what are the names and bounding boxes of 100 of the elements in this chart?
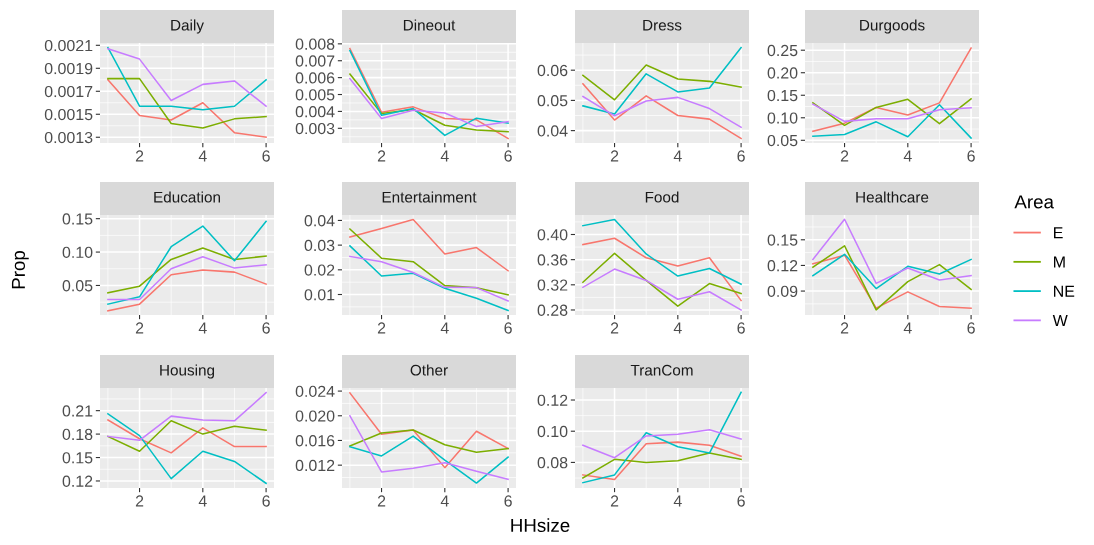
x-tick-label: 6 (262, 322, 270, 334)
x-tick-label: 2 (135, 495, 144, 507)
chart-title: Healthcare (856, 191, 929, 203)
x-tick-label: 6 (504, 322, 512, 334)
x-tick-label: 6 (504, 495, 512, 507)
x-tick-label: 2 (610, 322, 619, 334)
y-tick-label: 0.10 (62, 246, 93, 259)
y-tick-label: 0.0015 (44, 108, 93, 121)
y-tick-label: 0.04 (537, 125, 568, 137)
y-tick-label: 0.0019 (44, 62, 93, 75)
line-series (349, 435, 509, 484)
x-tick-label: 6 (737, 150, 745, 162)
x-tick-label: 4 (440, 495, 449, 507)
line-series (107, 247, 267, 294)
line-series (582, 83, 742, 140)
y-tick-label: 0.15 (767, 89, 798, 102)
line-series (349, 245, 509, 312)
x-tick-label: 4 (198, 322, 207, 334)
chart-title: TranCom (630, 364, 693, 376)
x-tick-label: 2 (840, 150, 849, 162)
legend-label: NE (1054, 285, 1075, 297)
y-tick-label: 0.05 (537, 95, 568, 107)
line-series (582, 452, 742, 479)
line-series (107, 269, 267, 312)
line-series (812, 218, 972, 285)
line-series (812, 98, 972, 127)
line-series (107, 255, 267, 301)
y-tick-label: 0.28 (537, 304, 568, 316)
line-series (107, 77, 267, 129)
line-series (107, 413, 267, 485)
line-series (582, 441, 742, 481)
line-series (812, 245, 972, 311)
legend-label: W (1052, 314, 1068, 326)
x-tick-label: 6 (262, 495, 270, 507)
line-series (349, 392, 509, 469)
y-tick-label: 0.25 (767, 44, 798, 57)
y-tick-label: 0.21 (62, 405, 93, 417)
legend-label: M (1054, 256, 1065, 268)
y-tick-label: 0.007 (295, 55, 335, 67)
x-tick-label: 2 (377, 150, 386, 162)
line-series (582, 428, 742, 459)
chart-title: Durgoods (860, 19, 925, 34)
y-tick-label: 0.10 (537, 425, 568, 438)
x-tick-label: 6 (967, 150, 975, 162)
x-tick-label: 2 (377, 495, 386, 507)
x-tick-label: 4 (903, 150, 912, 162)
y-tick-label: 0.005 (295, 89, 335, 101)
y-tick-label: 0.012 (295, 459, 335, 472)
x-tick-label: 2 (610, 495, 619, 507)
y-tick-label: 0.08 (537, 457, 568, 469)
y-tick-label: 0.0021 (44, 39, 93, 52)
x-tick-label: 4 (673, 322, 682, 334)
y-tick-label: 0.20 (767, 67, 798, 79)
line-series (582, 252, 742, 307)
x-axis-title: HHsize (511, 518, 570, 533)
x-tick-label: 4 (673, 495, 682, 507)
y-tick-label: 0.024 (295, 385, 335, 398)
y-tick-label: 0.12 (767, 260, 798, 272)
x-tick-label: 4 (903, 322, 912, 334)
x-tick-label: 6 (967, 322, 975, 334)
x-tick-label: 4 (440, 150, 449, 162)
line-series (582, 268, 742, 311)
line-series (812, 47, 972, 133)
y-tick-label: 0.020 (295, 410, 335, 422)
line-series (812, 253, 972, 290)
y-tick-label: 0.12 (537, 394, 568, 406)
line-series (582, 237, 742, 302)
y-tick-label: 0.03 (304, 239, 335, 252)
line-series (582, 95, 742, 129)
line-series (349, 255, 509, 302)
line-series (107, 79, 267, 139)
y-tick-label: 0.0017 (44, 85, 93, 98)
y-tick-label: 0.003 (295, 122, 335, 135)
y-tick-label: 0.15 (767, 234, 798, 246)
y-axis-title: Prop (11, 250, 29, 289)
x-tick-label: 2 (135, 322, 144, 334)
x-tick-label: 6 (737, 495, 745, 507)
chart-title: Dress (643, 19, 682, 31)
chart-title: Daily (171, 19, 204, 34)
chart-title: Housing (160, 364, 215, 379)
legend-label: E (1054, 227, 1063, 239)
line-series (582, 218, 742, 285)
x-tick-label: 4 (440, 322, 449, 334)
y-tick-label: 0.01 (304, 289, 335, 301)
x-tick-label: 4 (198, 495, 207, 507)
y-tick-label: 0.05 (62, 280, 93, 292)
line-series (107, 391, 267, 442)
y-tick-label: 0.36 (537, 254, 568, 266)
y-tick-label: 0.05 (767, 134, 798, 147)
x-tick-label: 2 (840, 322, 849, 334)
y-tick-label: 0.02 (304, 264, 335, 276)
y-tick-label: 0.12 (62, 475, 93, 487)
chart-title: Education (154, 191, 220, 203)
chart-title: Other (410, 364, 448, 376)
y-tick-label: 0.0013 (44, 131, 93, 144)
line-series (812, 254, 972, 309)
line-series (812, 103, 972, 123)
line-series (349, 228, 509, 296)
y-tick-label: 0.15 (62, 213, 93, 225)
y-tick-label: 0.06 (537, 64, 568, 77)
